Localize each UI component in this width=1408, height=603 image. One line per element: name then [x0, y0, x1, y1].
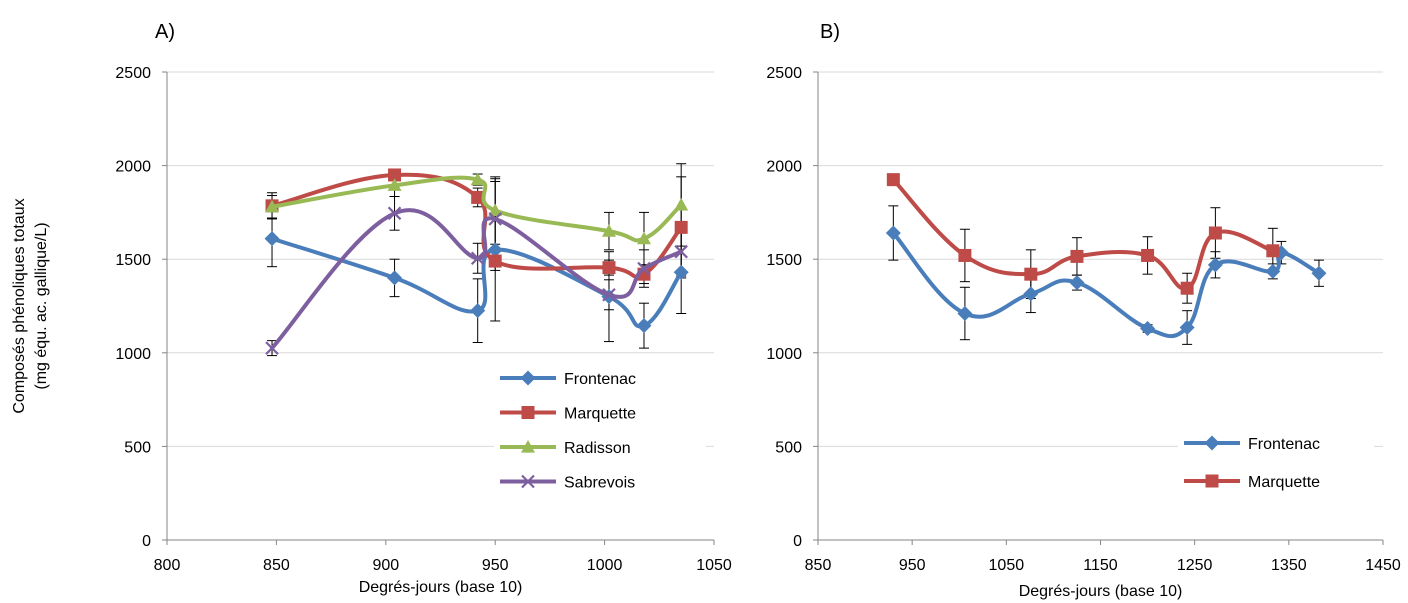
legend-marker-frontenac — [1204, 435, 1220, 451]
series-line-sabrevois — [270, 208, 684, 351]
x-tick-label: 1450 — [1365, 557, 1401, 574]
legend-label-marquette: Marquette — [1248, 474, 1320, 491]
legend-marker-marquette — [1205, 474, 1219, 488]
y-axis-label: Composés phénoliques totaux — [11, 198, 28, 413]
data-point-frontenac — [387, 270, 403, 286]
data-point-frontenac — [1311, 265, 1327, 281]
series-line-marquette — [270, 172, 684, 279]
data-point-sabrevois — [488, 212, 502, 226]
panel-label: A) — [155, 21, 175, 43]
data-point-radisson — [265, 199, 280, 213]
y-tick-label: 2500 — [115, 65, 151, 82]
x-tick-label: 850 — [805, 557, 832, 574]
data-point-frontenac — [1265, 263, 1281, 279]
data-point-radisson — [470, 172, 485, 186]
y-tick-label: 1500 — [115, 252, 151, 269]
x-tick-label: 1000 — [587, 557, 623, 574]
x-tick-label: 800 — [154, 557, 181, 574]
data-point-marquette — [1024, 267, 1038, 281]
legend-marker-sabrevois — [521, 474, 535, 489]
chart-panel-b: B) 0 500 1000 1500 2000 2500 850 950 1050 1150 1250… — [766, 21, 1400, 600]
x-tick-label: 1250 — [1177, 557, 1213, 574]
legend-marker-radisson — [521, 440, 535, 453]
legend-marker-frontenac — [520, 370, 536, 386]
data-point-sabrevois — [602, 287, 616, 302]
data-point-frontenac — [1069, 275, 1085, 291]
data-point-radisson — [674, 197, 689, 211]
data-point-frontenac — [487, 242, 503, 258]
panel-label: B) — [820, 21, 840, 43]
data-point-sabrevois — [387, 206, 402, 221]
data-point-marquette — [471, 190, 485, 204]
y-tick-label: 0 — [793, 533, 802, 550]
data-point-marquette — [488, 254, 502, 268]
series-line-frontenac — [891, 231, 1321, 339]
x-tick-label: 1350 — [1271, 557, 1307, 574]
data-point-sabrevois — [470, 251, 485, 266]
legend-label-frontenac: Frontenac — [564, 371, 636, 388]
data-point-frontenac — [1207, 257, 1223, 273]
data-point-marquette — [602, 261, 616, 275]
legend-label-sabrevois: Sabrevois — [564, 475, 635, 492]
data-point-frontenac — [1023, 286, 1039, 302]
data-point-sabrevois — [674, 244, 688, 259]
data-point-radisson — [387, 178, 402, 191]
data-point-sabrevois — [637, 261, 651, 276]
data-point-marquette — [1208, 226, 1222, 240]
data-point-marquette — [1141, 248, 1155, 262]
legend-label-marquette: Marquette — [564, 406, 636, 423]
x-tick-label: 900 — [372, 557, 399, 574]
data-point-radisson — [488, 203, 503, 217]
y-tick-label: 2000 — [766, 159, 802, 176]
chart-panel-a: A) 0 500 1000 1500 2000 2500 800 850 900 950 1000 10… — [11, 21, 732, 596]
data-point-marquette — [1180, 281, 1194, 295]
data-point-frontenac — [264, 231, 280, 247]
data-point-frontenac — [470, 303, 486, 319]
x-tick-label: 950 — [899, 557, 926, 574]
y-tick-label: 2500 — [766, 65, 802, 82]
data-point-marquette — [886, 173, 900, 187]
data-point-frontenac — [1140, 320, 1156, 336]
x-tick-label: 1050 — [696, 557, 732, 574]
x-axis-label: Degrés-jours (base 10) — [359, 579, 523, 596]
x-tick-label: 850 — [263, 557, 290, 574]
data-point-radisson — [601, 224, 616, 237]
data-point-radisson — [636, 231, 651, 245]
legend: Frontenac Marquette Radisson Sabrevois — [494, 358, 706, 510]
y-tick-label: 0 — [142, 533, 151, 550]
data-point-frontenac — [636, 318, 652, 334]
y-tick-label: 500 — [124, 439, 151, 456]
data-point-marquette — [674, 220, 688, 234]
data-point-frontenac — [885, 225, 901, 241]
y-tick-label: 1000 — [766, 346, 802, 363]
x-tick-label: 950 — [482, 557, 509, 574]
legend-marker-marquette — [521, 406, 535, 419]
data-point-frontenac — [957, 305, 973, 321]
x-tick-label: 1050 — [989, 557, 1025, 574]
data-point-marquette — [1266, 244, 1280, 258]
y-tick-label: 2000 — [115, 159, 151, 176]
data-point-frontenac — [673, 264, 689, 280]
legend-label-radisson: Radisson — [564, 440, 631, 457]
data-point-frontenac — [1179, 320, 1195, 336]
x-axis-label: Degrés-jours (base 10) — [1019, 583, 1183, 600]
y-tick-label: 1000 — [115, 346, 151, 363]
legend-label-frontenac: Frontenac — [1248, 436, 1320, 453]
y-axis-label: (mg équ. ac. gallique/L) — [33, 222, 50, 389]
legend: Frontenac Marquette — [1178, 423, 1374, 513]
data-point-marquette — [958, 248, 972, 262]
data-point-marquette — [1070, 249, 1084, 263]
y-tick-label: 500 — [775, 439, 802, 456]
y-tick-label: 1500 — [766, 252, 802, 269]
data-point-marquette — [388, 168, 402, 182]
x-tick-label: 1150 — [1083, 557, 1118, 574]
data-point-sabrevois — [265, 341, 279, 355]
